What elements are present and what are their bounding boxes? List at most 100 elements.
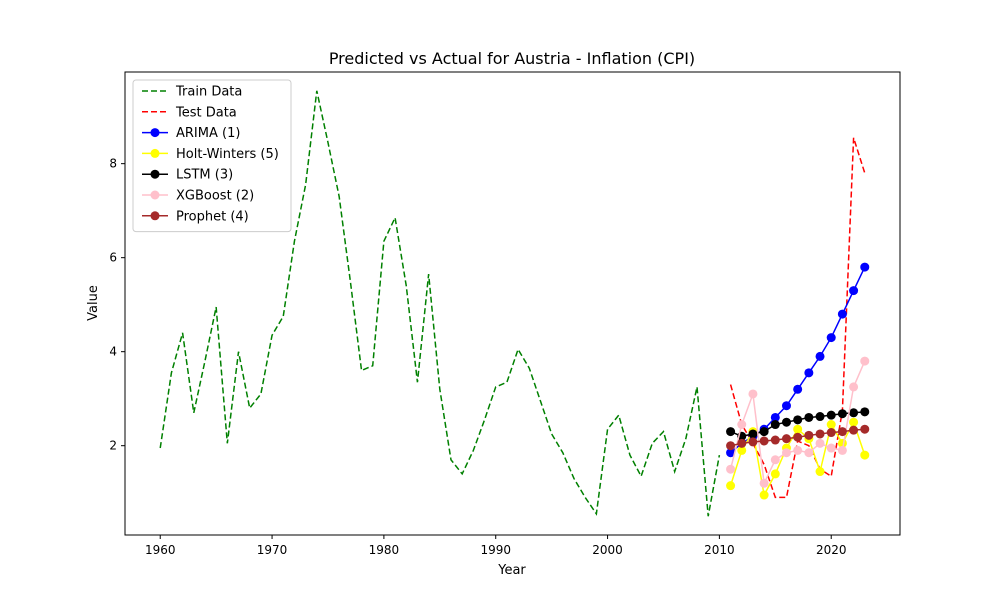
data-point (726, 441, 736, 451)
legend-label: Test Data (175, 105, 237, 120)
legend-box (132, 79, 292, 233)
data-point (860, 356, 870, 366)
legend-entry-prophet-4: Prophet (4) (142, 209, 249, 224)
data-point (826, 333, 836, 343)
data-point (860, 450, 870, 460)
x-tick-label: 1990 (480, 543, 511, 557)
data-point (759, 436, 769, 446)
data-point (849, 286, 859, 296)
legend-entry-train-data: Train Data (142, 85, 242, 100)
data-point (781, 401, 791, 411)
y-tick-label: 4 (109, 345, 117, 359)
series-arima-1 (726, 262, 870, 458)
data-point (804, 412, 814, 422)
plot-frame (124, 71, 901, 536)
data-point (748, 389, 758, 399)
data-point (837, 427, 847, 437)
data-point (826, 410, 836, 420)
data-point (815, 412, 825, 422)
legend-label: XGBoost (2) (176, 189, 254, 204)
legend-entry-xgboost-2: XGBoost (2) (142, 189, 254, 204)
chart-title: Predicted vs Actual for Austria - Inflat… (329, 49, 695, 68)
data-point (849, 408, 859, 418)
legend-marker (150, 148, 160, 158)
data-point (804, 368, 814, 378)
data-point (770, 455, 780, 465)
y-tick-label: 8 (109, 157, 117, 171)
x-tick-label: 1970 (257, 543, 288, 557)
legend-marker (150, 169, 160, 179)
series-prophet-4 (726, 424, 870, 451)
data-point (737, 438, 747, 448)
x-tick-label: 2020 (816, 543, 847, 557)
plot-area (159, 90, 870, 517)
legend-label: ARIMA (1) (176, 126, 240, 141)
data-point (781, 448, 791, 458)
data-point (815, 438, 825, 448)
data-point (726, 448, 736, 458)
data-point (748, 437, 758, 447)
data-point (849, 425, 859, 435)
data-point (770, 469, 780, 479)
x-tick-label: 2010 (704, 543, 735, 557)
data-point (770, 420, 780, 430)
legend-label: Holt-Winters (5) (176, 147, 279, 162)
legend-entry-test-data: Test Data (142, 105, 237, 120)
data-point (748, 429, 758, 439)
legend-label: Train Data (175, 85, 242, 100)
data-point (815, 467, 825, 477)
data-point (781, 434, 791, 444)
series-train-data (159, 90, 721, 517)
data-point (849, 417, 859, 427)
data-point (837, 409, 847, 419)
data-point (793, 415, 803, 425)
data-point (815, 351, 825, 361)
data-point (815, 429, 825, 439)
data-point (804, 430, 814, 440)
legend-entry-lstm-3: LSTM (3) (142, 168, 233, 183)
legend-entry-holt-winters-5: Holt-Winters (5) (142, 147, 279, 162)
legend-marker (150, 128, 160, 138)
legend-entry-arima-1: ARIMA (1) (142, 126, 240, 141)
legend-label: LSTM (3) (176, 168, 233, 183)
data-point (759, 427, 769, 437)
data-point (793, 384, 803, 394)
series-lstm-3 (726, 407, 870, 441)
data-point (826, 428, 836, 438)
data-point (781, 417, 791, 427)
legend-marker (150, 190, 160, 200)
legend-marker (150, 211, 160, 221)
data-point (837, 309, 847, 319)
x-tick-label: 2000 (592, 543, 623, 557)
data-point (737, 420, 747, 430)
data-point (726, 427, 736, 437)
data-point (770, 412, 780, 422)
legend: Train Data Test Data ARIMA (1) Holt-Winters… (132, 79, 292, 233)
data-point (837, 445, 847, 455)
legend-label: Prophet (4) (176, 209, 249, 224)
data-point (860, 407, 870, 417)
data-point (826, 443, 836, 453)
series-xgboost-2 (726, 356, 870, 488)
data-point (726, 481, 736, 491)
data-point (759, 490, 769, 500)
data-point (759, 478, 769, 488)
data-point (849, 382, 859, 392)
x-tick-label: 1980 (369, 543, 400, 557)
data-point (793, 424, 803, 434)
y-tick-label: 2 (109, 439, 117, 453)
data-point (793, 445, 803, 455)
x-axis-label: Year (497, 563, 526, 578)
axes: 1960 1970 1980 1990 2000 2010 2020 2 4 6 8 (109, 157, 846, 557)
data-point (860, 424, 870, 434)
x-tick-label: 1960 (145, 543, 176, 557)
data-point (804, 448, 814, 458)
data-point (793, 432, 803, 442)
series-line (159, 90, 721, 517)
data-point (826, 420, 836, 430)
y-tick-label: 6 (109, 251, 117, 265)
data-point (726, 464, 736, 474)
data-point (737, 445, 747, 455)
data-point (860, 262, 870, 272)
